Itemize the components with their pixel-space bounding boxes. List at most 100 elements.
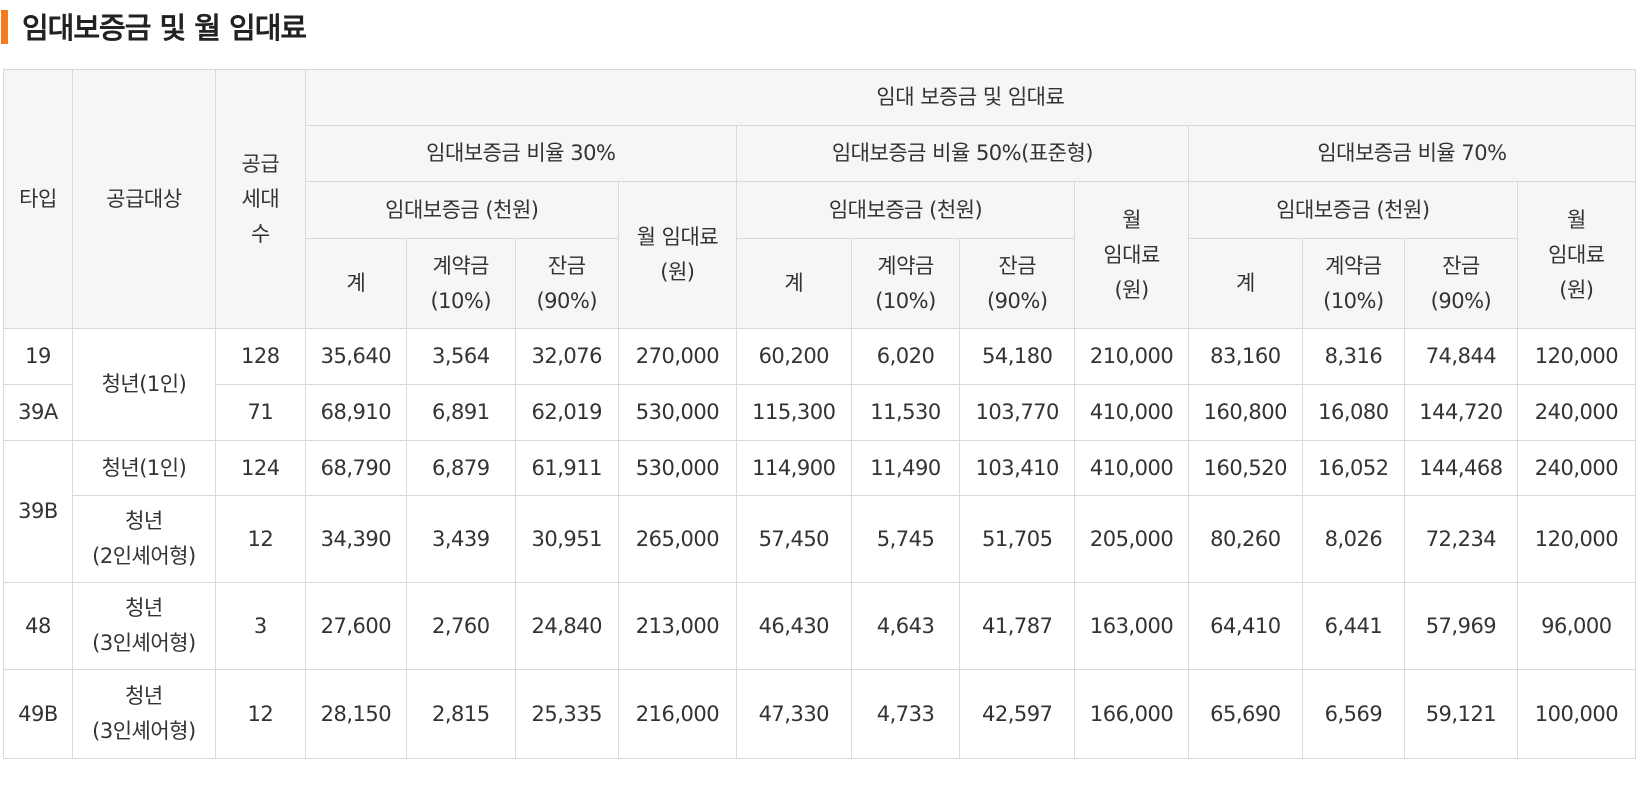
cell-balance-30: 25,335 [514, 669, 619, 759]
cell-target: 청년(1인) [71, 440, 216, 496]
header-balance-30: 잔금 (90%) [514, 238, 619, 329]
cell-rent-30: 530,000 [617, 440, 737, 496]
header-deposit-50: 임대보증금 (천원) [735, 181, 1076, 239]
cell-contract-30: 3,439 [405, 495, 516, 583]
table-row: 48 청년 (3인셰어형) 3 27,600 2,760 24,840 213,0… [3, 582, 1637, 670]
cell-balance-30: 30,951 [514, 495, 619, 583]
cell-rent-50: 163,000 [1074, 582, 1189, 670]
cell-balance-30: 24,840 [514, 582, 619, 670]
cell-rent-50: 210,000 [1074, 328, 1189, 385]
cell-target: 청년 (3인셰어형) [71, 582, 216, 670]
cell-balance-70: 144,468 [1404, 440, 1518, 496]
cell-rent-50: 410,000 [1074, 384, 1189, 441]
cell-contract-30: 6,879 [405, 440, 516, 496]
header-deposit-70: 임대보증금 (천원) [1187, 181, 1518, 239]
cell-total-50: 47,330 [735, 669, 852, 759]
header-total-70: 계 [1187, 238, 1303, 329]
cell-rent-30: 213,000 [617, 582, 737, 670]
header-rent-70: 월 임대료 (원) [1516, 181, 1637, 329]
rent-table: 타입 공급대상 공급 세대 수 임대 보증금 및 임대료 임대보증금 비율 30… [3, 69, 1637, 759]
cell-balance-30: 61,911 [514, 440, 619, 496]
cell-contract-30: 2,760 [405, 582, 516, 670]
cell-contract-30: 2,815 [405, 669, 516, 759]
cell-total-30: 68,790 [304, 440, 407, 496]
cell-total-50: 114,900 [735, 440, 852, 496]
cell-balance-30: 32,076 [514, 328, 619, 385]
cell-total-30: 28,150 [304, 669, 407, 759]
cell-total-70: 80,260 [1187, 495, 1303, 583]
cell-balance-70: 74,844 [1404, 328, 1518, 385]
cell-rent-30: 530,000 [617, 384, 737, 441]
table-row: 39A 71 68,910 6,891 62,019 530,000 115,3… [3, 384, 1637, 441]
cell-rent-70: 100,000 [1516, 669, 1637, 759]
cell-type: 48 [3, 582, 73, 670]
cell-rent-30: 270,000 [617, 328, 737, 385]
cell-rent-50: 205,000 [1074, 495, 1189, 583]
header-ratio-30: 임대보증금 비율 30% [304, 125, 737, 182]
cell-rent-30: 216,000 [617, 669, 737, 759]
cell-units: 3 [214, 582, 306, 670]
cell-total-70: 65,690 [1187, 669, 1303, 759]
header-balance-50: 잔금 (90%) [959, 238, 1076, 329]
cell-rent-70: 96,000 [1516, 582, 1637, 670]
header-rent-50: 월 임대료 (원) [1074, 181, 1189, 329]
cell-total-70: 83,160 [1187, 328, 1303, 385]
cell-balance-70: 144,720 [1404, 384, 1518, 441]
cell-rent-70: 120,000 [1516, 328, 1637, 385]
cell-balance-50: 103,770 [959, 384, 1076, 441]
cell-units: 71 [214, 384, 306, 441]
cell-rent-70: 240,000 [1516, 440, 1637, 496]
cell-units: 12 [214, 669, 306, 759]
header-type: 타입 [3, 69, 73, 329]
header-total-50: 계 [735, 238, 852, 329]
section-header: 임대보증금 및 월 임대료 [0, 0, 1639, 52]
cell-contract-50: 4,643 [850, 582, 961, 670]
cell-rent-70: 240,000 [1516, 384, 1637, 441]
cell-type: 39A [3, 384, 73, 441]
cell-type: 19 [3, 328, 73, 385]
header-deposit-rent-group: 임대 보증금 및 임대료 [304, 69, 1637, 126]
cell-total-50: 115,300 [735, 384, 852, 441]
cell-balance-30: 62,019 [514, 384, 619, 441]
cell-total-30: 27,600 [304, 582, 407, 670]
cell-total-30: 35,640 [304, 328, 407, 385]
cell-total-30: 34,390 [304, 495, 407, 583]
rent-table-container: 타입 공급대상 공급 세대 수 임대 보증금 및 임대료 임대보증금 비율 30… [3, 69, 1637, 759]
cell-contract-50: 6,020 [850, 328, 961, 385]
header-contract-50: 계약금 (10%) [850, 238, 961, 329]
cell-units: 12 [214, 495, 306, 583]
cell-total-50: 57,450 [735, 495, 852, 583]
header-deposit-30: 임대보증금 (천원) [304, 181, 619, 239]
header-units: 공급 세대 수 [214, 69, 306, 329]
header-total-30: 계 [304, 238, 407, 329]
cell-contract-30: 6,891 [405, 384, 516, 441]
section-title: 임대보증금 및 월 임대료 [22, 11, 307, 45]
cell-target: 청년 (2인셰어형) [71, 495, 216, 583]
cell-contract-50: 11,490 [850, 440, 961, 496]
header-ratio-50: 임대보증금 비율 50%(표준형) [735, 125, 1189, 182]
cell-units: 124 [214, 440, 306, 496]
cell-type: 49B [3, 669, 73, 759]
header-target: 공급대상 [71, 69, 216, 329]
cell-balance-70: 72,234 [1404, 495, 1518, 583]
cell-balance-50: 41,787 [959, 582, 1076, 670]
header-rent-30: 월 임대료 (원) [617, 181, 737, 329]
cell-contract-50: 4,733 [850, 669, 961, 759]
cell-balance-50: 51,705 [959, 495, 1076, 583]
cell-rent-50: 166,000 [1074, 669, 1189, 759]
cell-balance-50: 54,180 [959, 328, 1076, 385]
cell-total-30: 68,910 [304, 384, 407, 441]
table-row: 19 청년(1인) 128 35,640 3,564 32,076 270,00… [3, 328, 1637, 441]
cell-rent-70: 120,000 [1516, 495, 1637, 583]
cell-rent-30: 265,000 [617, 495, 737, 583]
cell-balance-50: 103,410 [959, 440, 1076, 496]
cell-contract-50: 5,745 [850, 495, 961, 583]
cell-contract-70: 6,569 [1301, 669, 1406, 759]
cell-contract-70: 8,026 [1301, 495, 1406, 583]
cell-units: 128 [214, 328, 306, 385]
cell-total-70: 64,410 [1187, 582, 1303, 670]
table-row: 39B 청년(1인) 124 68,790 6,879 61,911 530,0… [3, 440, 1637, 583]
table-row: 49B 청년 (3인셰어형) 12 28,150 2,815 25,335 216… [3, 669, 1637, 759]
header-contract-70: 계약금 (10%) [1301, 238, 1406, 329]
cell-type: 39B [3, 440, 73, 583]
